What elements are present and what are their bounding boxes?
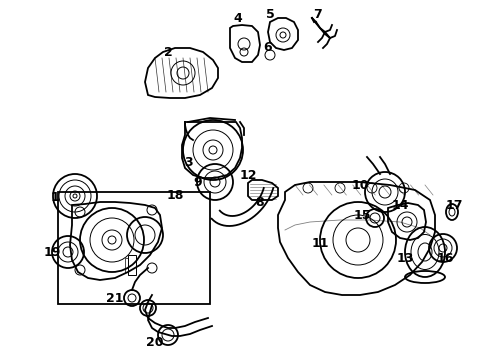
Text: 21: 21 (106, 292, 124, 305)
Text: 6: 6 (264, 41, 272, 54)
Text: 13: 13 (396, 252, 414, 265)
Bar (128, 255, 136, 275)
Text: 10: 10 (351, 179, 369, 192)
Text: 18: 18 (166, 189, 184, 202)
Text: 16: 16 (436, 252, 454, 265)
Text: 1: 1 (50, 190, 59, 203)
Text: 17: 17 (445, 198, 463, 212)
Text: 2: 2 (164, 45, 172, 59)
Bar (58, 192, 210, 304)
Text: 19: 19 (43, 246, 61, 258)
Text: 4: 4 (234, 12, 243, 24)
Text: 5: 5 (266, 8, 274, 21)
Text: 15: 15 (353, 208, 371, 221)
Text: 9: 9 (194, 176, 202, 189)
Bar (125, 258, 128, 272)
Text: 11: 11 (311, 237, 329, 249)
Text: 3: 3 (184, 156, 192, 168)
Text: 20: 20 (146, 336, 164, 348)
Text: 14: 14 (391, 198, 409, 212)
Text: 12: 12 (239, 168, 257, 181)
Text: 7: 7 (314, 8, 322, 21)
Text: 8: 8 (256, 195, 264, 208)
